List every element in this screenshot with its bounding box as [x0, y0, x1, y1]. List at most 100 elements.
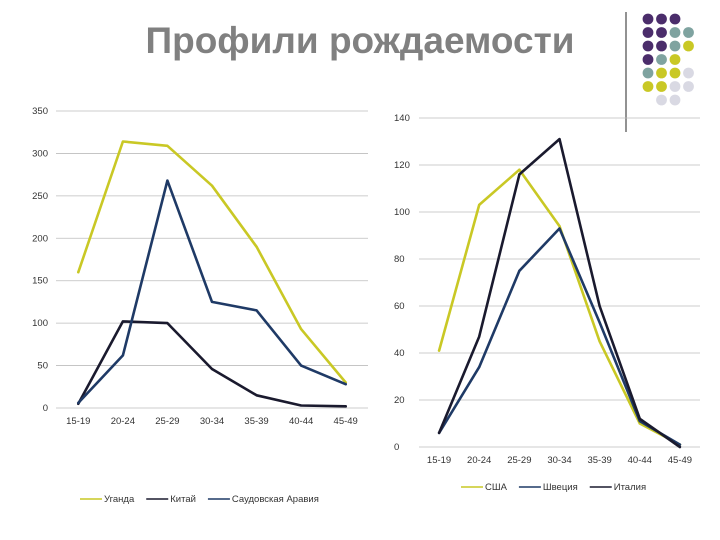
x-tick-label: 20-24 — [111, 416, 135, 427]
decor-dot — [656, 40, 667, 52]
decor-dot — [669, 54, 681, 65]
legend-label: Уганда — [104, 494, 135, 505]
x-tick-label: 40-44 — [628, 455, 652, 466]
chart-right-fertility-profiles: 0 20 40 60 80 100 120 140 15-19 20-24 25-29 30-34 35… — [394, 113, 700, 493]
x-tick-label: 40-44 — [289, 416, 313, 427]
decor-dot — [683, 27, 694, 38]
chart-left-fertility-profiles: 0 50 100 150 200 250 300 350 15-19 20-24 25-29 30-3… — [32, 106, 368, 505]
data-point — [558, 225, 561, 228]
legend-label: Швеция — [543, 482, 578, 493]
decor-dot — [642, 27, 654, 38]
data-point — [166, 322, 169, 325]
data-point — [437, 431, 441, 434]
legend-label: Китай — [170, 494, 196, 505]
decorative-dot-grid — [625, 12, 694, 132]
y-tick-label: 350 — [32, 106, 48, 117]
legend-label: США — [485, 482, 508, 493]
decor-dot — [683, 40, 694, 52]
data-point — [518, 173, 521, 176]
series-line — [437, 227, 682, 446]
data-point — [121, 320, 124, 323]
x-tick-label: 25-29 — [155, 416, 179, 427]
decor-dot — [669, 13, 681, 25]
series-line — [77, 140, 348, 384]
data-point — [344, 405, 347, 408]
x-tick-label: 15-19 — [427, 455, 451, 466]
y-tick-label: 40 — [394, 348, 405, 359]
data-point — [121, 140, 124, 143]
decor-dot — [656, 94, 667, 106]
decor-dot — [656, 27, 667, 38]
data-point — [598, 304, 601, 308]
data-point — [638, 417, 641, 420]
data-point — [210, 367, 214, 371]
y-tick-label: 100 — [32, 318, 48, 329]
data-point — [255, 245, 258, 248]
decor-dot — [642, 81, 654, 92]
data-point — [437, 349, 441, 352]
decor-dot — [683, 67, 694, 79]
data-point — [166, 179, 169, 182]
y-tick-label: 0 — [43, 403, 48, 414]
legend-label: Италия — [614, 482, 646, 493]
y-tick-label: 80 — [394, 254, 405, 265]
y-tick-label: 20 — [394, 395, 405, 406]
data-point — [255, 394, 258, 397]
data-point — [77, 401, 80, 405]
y-tick-label: 0 — [394, 442, 399, 453]
data-point — [210, 184, 214, 187]
decor-dot — [669, 67, 681, 79]
x-tick-label: 15-19 — [66, 416, 90, 427]
y-tick-label: 120 — [394, 160, 410, 171]
x-tick-label: 45-49 — [334, 416, 358, 427]
decor-dot — [656, 67, 667, 79]
data-point — [638, 422, 641, 425]
decor-dot — [642, 54, 654, 65]
series-line — [437, 168, 682, 446]
data-point — [210, 300, 214, 304]
decor-dot — [642, 40, 654, 52]
decor-dot — [669, 94, 681, 106]
x-tick-label: 30-34 — [547, 455, 571, 466]
y-tick-label: 300 — [32, 148, 48, 159]
y-tick-label: 150 — [32, 276, 48, 287]
decor-dot — [683, 81, 694, 92]
data-point — [558, 227, 561, 230]
decor-dot — [642, 13, 654, 25]
x-tick-label: 30-34 — [200, 416, 224, 427]
data-point — [518, 269, 521, 272]
data-point — [478, 366, 481, 369]
y-tick-label: 200 — [32, 233, 48, 244]
x-tick-label: 45-49 — [668, 455, 692, 466]
data-point — [300, 327, 303, 331]
x-tick-label: 20-24 — [467, 455, 491, 466]
series-line — [437, 137, 682, 449]
x-tick-label: 25-29 — [507, 455, 531, 466]
data-point — [678, 445, 682, 449]
data-point — [598, 340, 601, 343]
data-point — [478, 203, 481, 207]
x-tick-label: 35-39 — [244, 416, 268, 427]
data-point — [344, 383, 347, 386]
decor-dot — [669, 81, 681, 92]
decor-dot — [656, 81, 667, 92]
data-point — [518, 168, 521, 171]
legend-label: Саудовская Аравия — [232, 494, 319, 505]
slide-title: Профили рождаемости — [145, 20, 575, 61]
data-point — [558, 138, 561, 141]
decor-dot — [669, 40, 681, 52]
decor-dot — [669, 27, 681, 38]
y-tick-label: 140 — [394, 113, 410, 124]
decor-dot — [656, 54, 667, 65]
data-point — [598, 321, 601, 324]
y-tick-label: 50 — [37, 361, 48, 372]
y-tick-label: 60 — [394, 301, 405, 312]
data-point — [255, 309, 258, 312]
data-point — [478, 335, 481, 338]
y-tick-label: 100 — [394, 207, 410, 218]
y-tick-label: 250 — [32, 191, 48, 202]
data-point — [300, 404, 303, 407]
data-point — [77, 271, 80, 274]
data-point — [121, 354, 124, 357]
